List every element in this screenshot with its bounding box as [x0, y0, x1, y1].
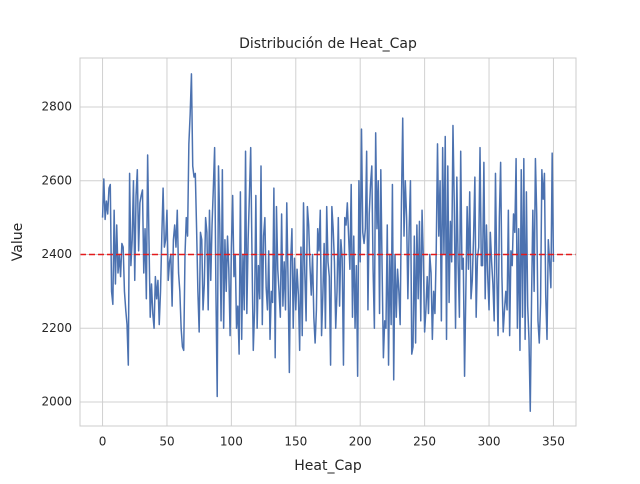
y-tick-label: 2800	[41, 100, 72, 114]
y-axis-label: Value	[10, 223, 26, 261]
x-tick-label: 200	[349, 435, 372, 449]
x-tick-label: 100	[220, 435, 243, 449]
x-tick-label: 300	[478, 435, 501, 449]
chart-title: Distribución de Heat_Cap	[239, 36, 417, 52]
x-axis-label: Heat_Cap	[294, 458, 362, 474]
y-tick-label: 2600	[41, 173, 72, 187]
x-tick-label: 150	[284, 435, 307, 449]
x-tick-label: 0	[99, 435, 107, 449]
x-tick-label: 50	[159, 435, 174, 449]
x-tick-label: 350	[542, 435, 565, 449]
plot	[80, 73, 576, 412]
x-tick-label: 250	[413, 435, 436, 449]
plot-frame	[79, 57, 577, 427]
y-tick-label: 2400	[41, 247, 72, 261]
line-series	[101, 73, 555, 412]
y-tick-label: 2000	[41, 395, 72, 409]
y-tick-label: 2200	[41, 321, 72, 335]
